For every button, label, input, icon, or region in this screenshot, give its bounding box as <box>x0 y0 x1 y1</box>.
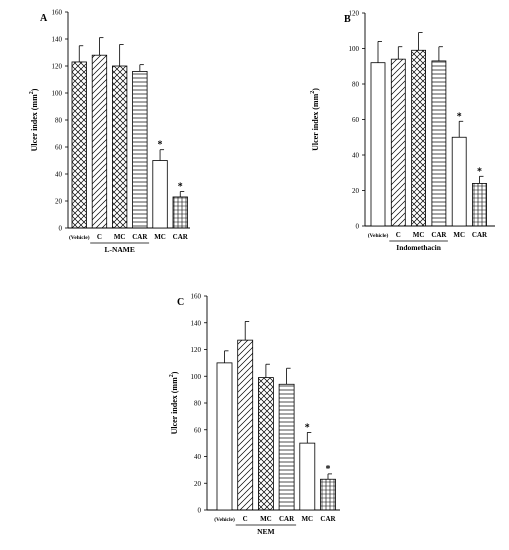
y-axis-title-superscript: 2 <box>169 374 175 377</box>
y-axis-title-close: ) <box>311 88 320 91</box>
significance-marker: * <box>178 182 183 193</box>
category-label: C <box>97 233 102 241</box>
y-axis-title-superscript: 2 <box>29 91 35 94</box>
category-label: MC <box>154 233 166 241</box>
y-tick-label: 120 <box>349 10 360 18</box>
bar <box>472 182 487 227</box>
significance-marker: * <box>477 166 482 177</box>
bar <box>71 61 87 229</box>
y-tick-label: 40 <box>55 171 63 179</box>
category-label: CAR <box>173 233 189 241</box>
panel-a: 0 20 40 60 80 100 120 140 160 Ulcer index (mm2) A (… <box>29 9 190 254</box>
panel-label: A <box>40 13 48 24</box>
category-label: C <box>243 515 248 523</box>
y-tick-label: 100 <box>191 373 202 381</box>
significance-marker: * <box>305 422 310 433</box>
y-tick-label: 60 <box>194 426 202 434</box>
y-tick-label: 80 <box>352 81 360 89</box>
y-tick-label: 160 <box>52 9 63 17</box>
bar <box>172 196 188 229</box>
y-tick-label: 100 <box>52 90 63 98</box>
y-axis-title-text: Ulcer index (mm <box>311 93 320 151</box>
category-label: CAR <box>431 231 447 239</box>
y-axis-title-close: ) <box>30 88 39 91</box>
category-label: CAR <box>472 231 488 239</box>
y-axis-title-close: ) <box>170 371 179 374</box>
y-tick-label: 40 <box>194 453 202 461</box>
bar <box>237 339 254 511</box>
panel-b: 0 20 40 60 80 100 120 Ulcer index (mm2) B (Vehicl… <box>310 10 495 252</box>
group-label: NEM <box>257 527 275 536</box>
panel-label: C <box>177 297 184 308</box>
y-tick-label: 120 <box>191 346 202 354</box>
y-axis-title: Ulcer index (mm2) <box>29 88 39 151</box>
category-label: (Vehicle) <box>69 234 90 241</box>
bar <box>132 71 148 229</box>
y-tick-label: 60 <box>55 144 63 152</box>
y-tick-label: 160 <box>191 293 202 301</box>
y-axis-title-superscript: 2 <box>310 91 316 94</box>
bar <box>112 65 128 229</box>
y-tick-label: 0 <box>356 223 360 231</box>
category-label: (Vehicle) <box>214 516 235 523</box>
y-tick-label: 80 <box>194 400 202 408</box>
bar <box>216 362 233 511</box>
bar <box>257 377 274 511</box>
category-label: MC <box>114 233 126 241</box>
y-tick-label: 0 <box>198 507 202 515</box>
category-label: (Vehicle) <box>368 232 389 239</box>
y-tick-label: 40 <box>352 152 360 160</box>
group-label: Indomethacin <box>396 243 441 252</box>
bar <box>91 54 108 229</box>
bar <box>390 58 406 227</box>
y-tick-label: 80 <box>55 117 63 125</box>
y-tick-label: 20 <box>55 198 63 206</box>
significance-marker: * <box>158 140 163 151</box>
category-label: MC <box>453 231 465 239</box>
bar <box>320 478 336 511</box>
bar <box>411 49 427 227</box>
y-tick-label: 140 <box>52 36 63 44</box>
category-label: CAR <box>132 233 148 241</box>
y-tick-label: 0 <box>59 225 63 233</box>
y-tick-label: 100 <box>349 45 360 53</box>
y-tick-label: 120 <box>52 63 63 71</box>
category-label: CAR <box>320 515 336 523</box>
group-label: L-NAME <box>104 245 134 254</box>
significance-marker: * <box>457 111 462 122</box>
bar <box>370 62 386 227</box>
y-axis-title: Ulcer index (mm2) <box>310 88 320 151</box>
bar <box>431 60 447 227</box>
bar <box>152 160 168 229</box>
category-label: MC <box>413 231 425 239</box>
y-tick-label: 20 <box>352 187 360 195</box>
bar <box>299 442 316 511</box>
category-label: CAR <box>279 515 295 523</box>
category-label: MC <box>260 515 272 523</box>
y-axis-title-text: Ulcer index (mm <box>170 377 179 435</box>
y-tick-label: 20 <box>194 480 202 488</box>
bar <box>278 383 295 511</box>
panel-label: B <box>344 14 351 25</box>
y-axis-title-text: Ulcer index (mm <box>30 94 39 152</box>
y-tick-label: 140 <box>191 319 202 327</box>
bar <box>451 136 467 227</box>
panel-c: 0 20 40 60 80 100 120 140 160 Ulcer index (mm2) C (… <box>169 293 340 536</box>
category-label: C <box>396 231 401 239</box>
y-axis-title: Ulcer index (mm2) <box>169 371 179 434</box>
category-label: MC <box>301 515 313 523</box>
y-tick-label: 60 <box>352 116 360 124</box>
significance-marker: * <box>326 464 331 475</box>
